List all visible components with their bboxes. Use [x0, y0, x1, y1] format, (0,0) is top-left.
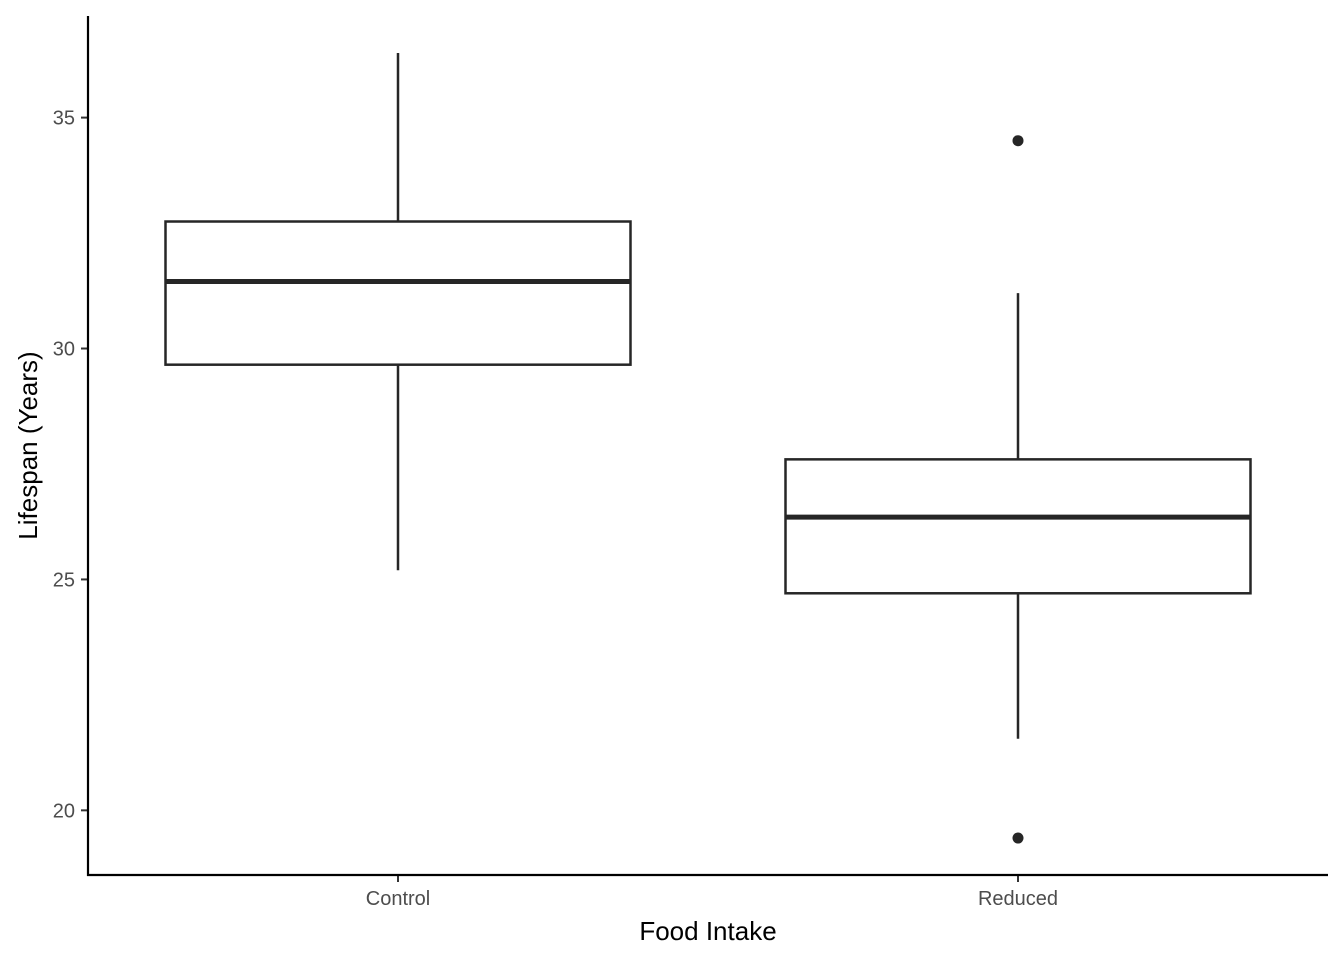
y-tick-label: 25	[53, 569, 75, 591]
x-axis-ticks: Control Reduced	[366, 875, 1058, 910]
outlier-point	[1012, 832, 1024, 844]
plot-marks	[164, 52, 1252, 844]
iqr-box	[164, 220, 632, 366]
box-group-control	[164, 52, 632, 571]
x-tick-label: Reduced	[978, 888, 1058, 910]
outlier-point	[1012, 135, 1024, 147]
y-axis-ticks: 20 25 30 35	[53, 108, 88, 822]
x-axis-title: Food Intake	[639, 916, 776, 946]
y-tick-label: 20	[53, 800, 75, 822]
y-tick-label: 35	[53, 108, 75, 130]
iqr-box	[784, 458, 1252, 595]
x-tick-label: Control	[366, 888, 430, 910]
box-group-reduced	[784, 135, 1252, 844]
y-tick-label: 30	[53, 339, 75, 361]
y-axis-title: Lifespan (Years)	[13, 351, 43, 539]
